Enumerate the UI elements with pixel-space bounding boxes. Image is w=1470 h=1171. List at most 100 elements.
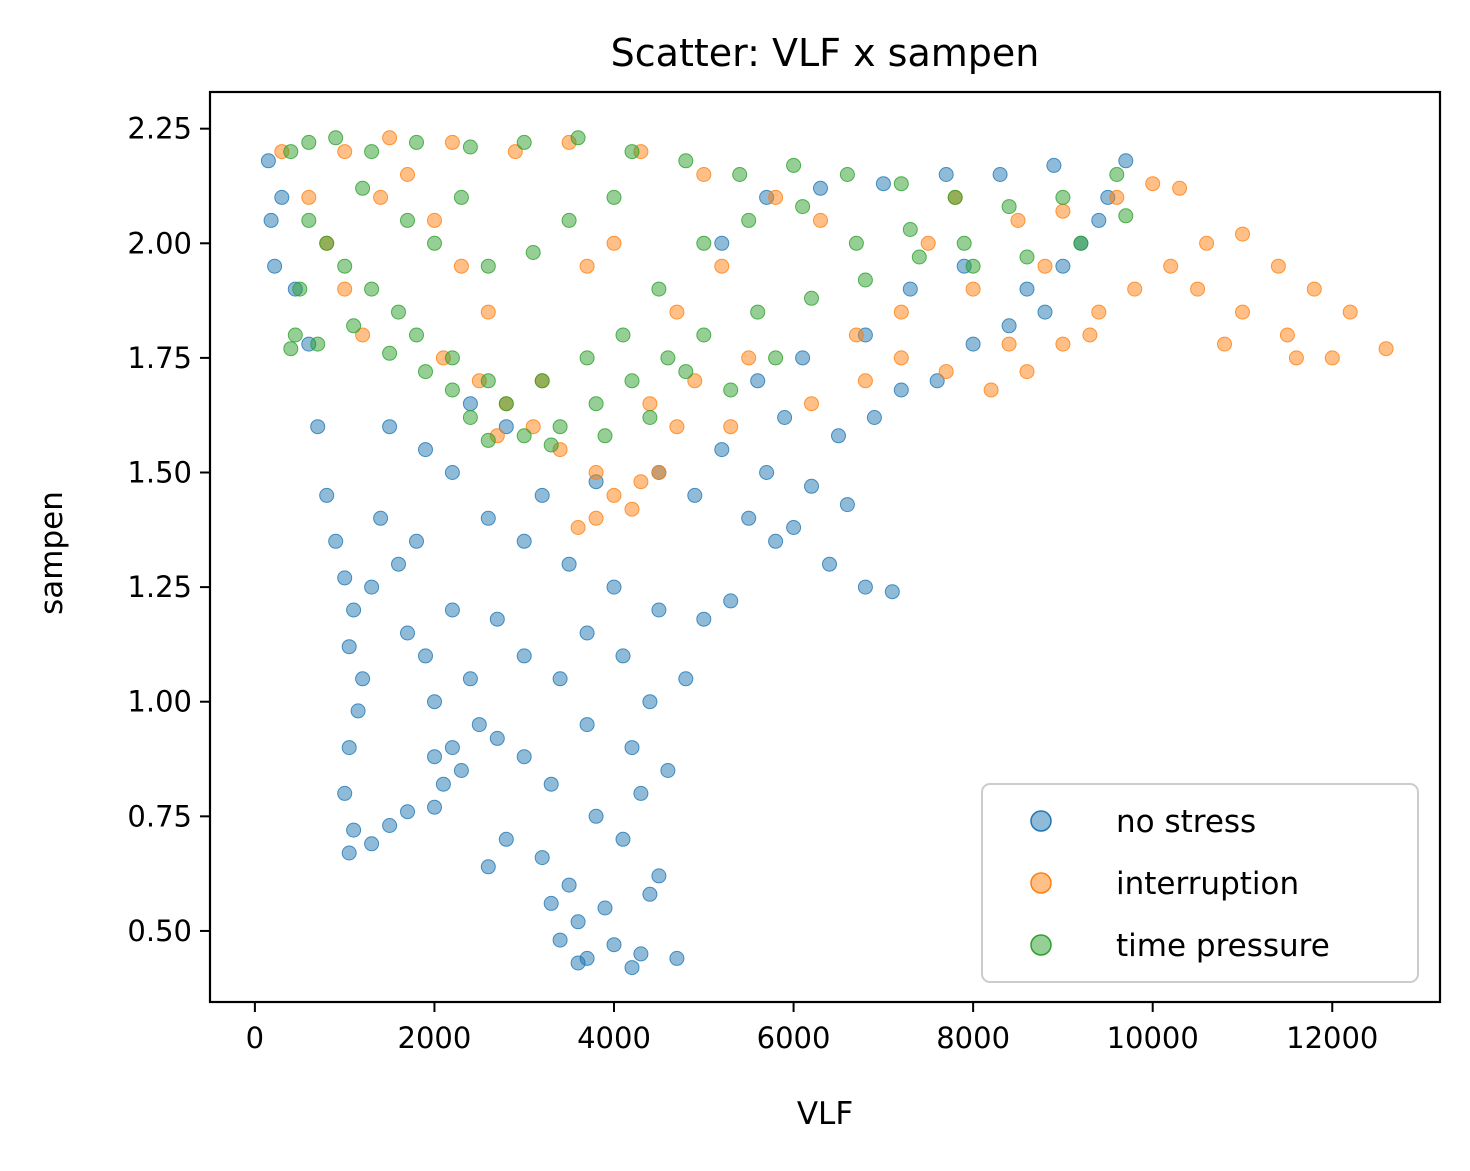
y-tick-label: 0.75 [127,799,192,833]
data-point [525,245,541,260]
data-point [768,533,784,549]
data-point [260,153,276,169]
data-point [660,763,676,778]
data-point [267,258,283,274]
data-point [669,419,685,435]
data-point [857,579,873,595]
data-point [301,212,317,228]
data-point [965,336,981,352]
data-point [400,625,415,641]
data-point [427,212,442,228]
data-point [947,189,963,205]
data-point [1279,327,1295,343]
data-point [606,579,622,595]
y-tick-label: 1.25 [127,570,192,604]
data-point [723,419,739,435]
data-point [319,487,335,503]
data-point [489,611,505,627]
data-point [579,258,595,274]
data-point [337,258,353,274]
data-point [570,520,586,535]
data-point [848,235,864,251]
data-point [418,648,433,664]
data-point [480,304,496,320]
data-point [813,212,828,228]
data-point [552,932,568,948]
data-point [283,144,299,160]
plot-area-frame [208,90,1442,1004]
data-point [1306,281,1322,297]
data-point [804,478,819,494]
data-point [651,465,667,480]
data-point [498,396,514,412]
data-point [328,533,344,549]
legend-items: no stress interruption time pressure [1030,804,1330,964]
data-point [1037,258,1053,274]
data-point [651,281,667,297]
data-point [804,290,819,306]
data-point [391,304,406,320]
data-point [292,281,308,297]
data-point [373,189,389,205]
data-point [642,396,658,412]
data-point [543,895,559,911]
data-point [714,442,730,458]
data-point [1001,336,1017,352]
data-point [498,831,514,847]
data-point [884,584,900,600]
data-point [741,510,757,526]
data-point [1055,336,1071,352]
x-tick-label: 4000 [577,1021,651,1055]
data-point [1172,180,1188,196]
data-point [696,235,712,251]
data-point [444,740,460,756]
data-point [444,602,460,618]
data-point [741,350,757,366]
data-point [1091,304,1107,320]
data-point [427,749,442,765]
data-point [427,799,442,815]
data-point [382,818,398,833]
data-point [768,350,784,366]
y-tick-label: 0.50 [127,914,192,948]
data-point [301,134,317,150]
data-point [624,740,640,756]
data-point [687,373,703,389]
data-point [400,212,415,228]
data-point [714,258,730,274]
data-point [902,222,918,237]
data-point [552,419,568,435]
data-point [723,382,739,398]
data-point [453,763,469,778]
data-point [427,235,442,251]
data-point [965,281,981,297]
data-point [651,868,667,884]
data-point [1324,350,1340,366]
data-point [804,396,819,412]
data-point [516,749,532,765]
data-point [507,144,523,160]
data-point [929,373,945,389]
data-point [956,235,972,251]
data-point [1001,199,1017,215]
data-point [687,487,703,503]
data-point [795,199,811,215]
data-point [570,130,586,146]
data-point [364,281,380,297]
data-point [1235,226,1250,242]
data-point [902,281,918,297]
y-axis-label: sampen [34,491,70,615]
data-point [660,350,676,366]
data-point [435,776,451,792]
data-point [938,364,954,380]
data-point [346,318,362,334]
data-point [355,327,371,343]
data-point [1037,304,1053,320]
x-tick-label: 6000 [757,1021,831,1055]
data-point [768,189,784,205]
data-point [471,717,487,733]
y-tick-label: 2.00 [127,226,192,260]
data-point [301,189,317,205]
